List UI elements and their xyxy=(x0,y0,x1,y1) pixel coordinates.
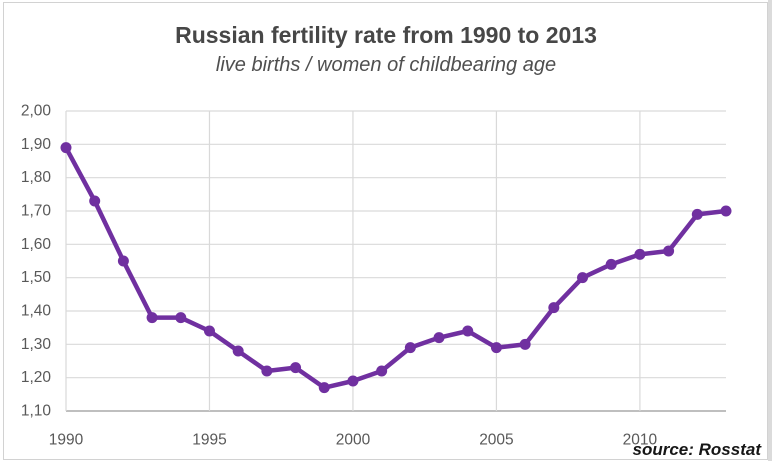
data-point-marker xyxy=(663,245,675,257)
source-note: source: Rosstat xyxy=(632,440,761,459)
data-point-marker xyxy=(605,258,617,270)
data-point-marker xyxy=(691,208,703,220)
x-tick-label: 2005 xyxy=(479,432,513,449)
data-point-marker xyxy=(261,365,273,377)
data-point-marker xyxy=(634,248,646,260)
data-point-marker xyxy=(548,302,560,314)
y-tick-label: 1,80 xyxy=(21,169,52,186)
y-tick-label: 1,60 xyxy=(21,236,52,253)
data-point-marker xyxy=(89,195,101,207)
series-line xyxy=(63,145,729,390)
chart-title: Russian fertility rate from 1990 to 2013 xyxy=(175,22,597,48)
y-tick-label: 1,50 xyxy=(21,269,52,286)
y-tick-label: 1,30 xyxy=(21,336,52,353)
data-point-marker xyxy=(117,255,129,267)
x-tick-label: 1995 xyxy=(192,432,226,449)
y-tick-label: 1,10 xyxy=(21,403,52,420)
x-tick-label: 2000 xyxy=(336,432,371,449)
y-tick-label: 1,90 xyxy=(21,136,52,153)
data-point-marker xyxy=(433,332,445,344)
data-point-marker xyxy=(203,325,215,337)
chart-subtitle: live births / women of childbearing age xyxy=(215,54,557,76)
y-tick-label: 2,00 xyxy=(21,103,52,120)
x-tick-label: 1990 xyxy=(49,432,84,449)
y-tick-label: 1,40 xyxy=(21,303,52,320)
data-point-marker xyxy=(60,142,72,154)
y-tick-label: 1,70 xyxy=(21,203,52,220)
data-point-marker xyxy=(376,365,388,377)
data-point-marker xyxy=(175,312,187,324)
data-point-marker xyxy=(146,312,158,324)
data-point-marker xyxy=(577,272,589,284)
data-point-marker xyxy=(290,362,302,374)
data-point-marker xyxy=(232,345,244,357)
x-tick-label: 2010 xyxy=(623,432,658,449)
window-right-edge xyxy=(768,0,772,461)
data-point-marker xyxy=(318,382,330,394)
y-tick-label: 1,20 xyxy=(21,369,52,386)
data-point-marker xyxy=(462,325,474,337)
data-point-marker xyxy=(490,342,502,354)
data-point-marker xyxy=(404,342,416,354)
data-point-marker xyxy=(347,375,359,387)
data-point-marker xyxy=(519,338,531,350)
data-point-marker xyxy=(720,205,732,217)
